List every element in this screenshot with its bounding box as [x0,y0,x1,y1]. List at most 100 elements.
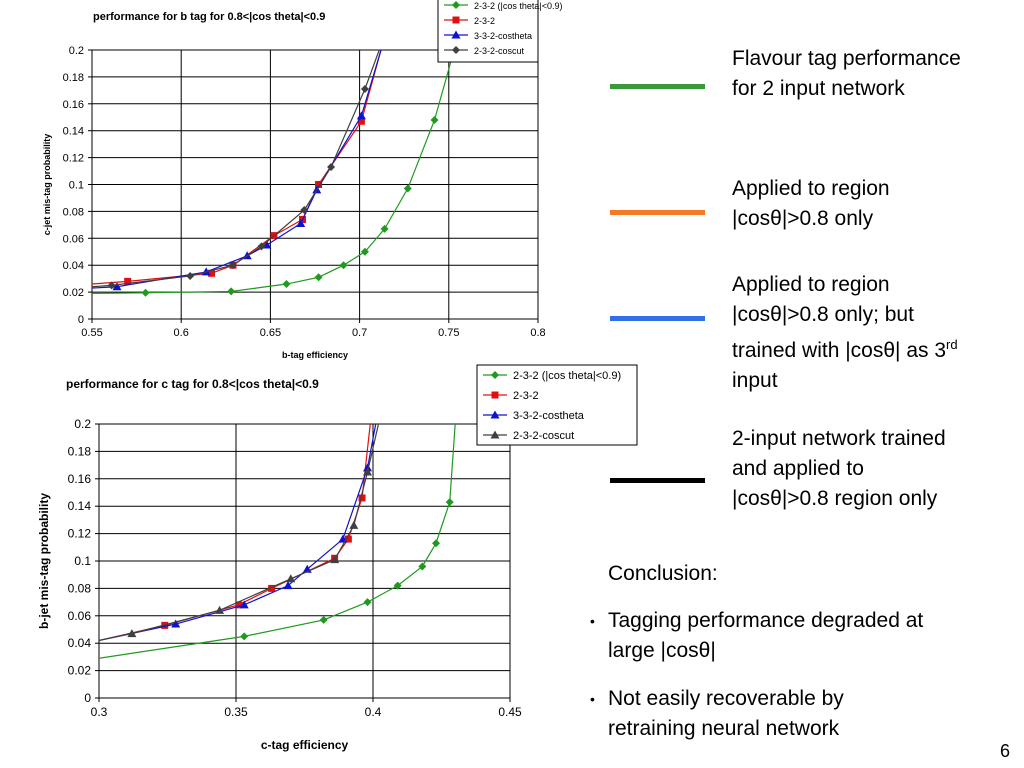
x-tick-label: 0.8 [530,327,545,339]
data-point [360,247,369,256]
data-point [344,535,352,543]
series-group [92,49,382,291]
bullet-text: Not easily recoverable by retraining neu… [608,687,844,740]
data-point [349,520,359,529]
y-tick-label: 0.12 [63,153,84,165]
data-point [286,574,296,583]
data-point [300,206,309,215]
key-text-1: Flavour tag performance for 2 input netw… [732,47,961,100]
y-tick-label: 0.14 [63,126,84,138]
data-point [330,555,340,564]
data-point [327,163,336,172]
data-point [127,629,137,638]
y-tick-label: 0.08 [68,581,92,595]
legend-marker [451,30,461,39]
legend-marker [452,16,460,24]
data-point [282,280,291,289]
data-point [360,85,369,94]
data-point [339,261,348,270]
data-point [356,111,366,120]
legend-label: 2-3-2 (|cos theta|<0.9) [474,1,562,11]
legend-label: 2-3-2 (|cos theta|<0.9) [513,370,621,382]
series-group [92,49,382,285]
data-point [358,494,366,502]
series-line [92,49,382,289]
blue-key-line [610,316,705,321]
data-point [432,539,441,548]
data-point [240,632,249,641]
data-point [363,463,373,472]
c-tag-chart: performance for c tag for 0.8<|cos theta… [37,364,638,752]
y-tick-label: 0 [84,691,91,705]
legend-marker [490,430,500,439]
bullet-text: Tagging performance degraded at large |c… [608,609,924,662]
conclusion-heading: Conclusion: [608,562,718,585]
page-number: 6 [999,741,1010,761]
legend-label: 2-3-2 [474,16,495,26]
series-line [92,49,455,295]
bullet-dot: • [590,691,595,707]
y-tick-label: 0.14 [68,499,92,513]
y-axis-title: c-jet mis-tag probability [42,134,52,236]
y-tick-label: 0.06 [68,609,92,623]
chart-title: performance for c tag for 0.8<|cos theta… [66,377,319,391]
plot-frame [91,49,539,320]
y-tick-label: 0.18 [63,72,84,84]
series-line [92,49,380,288]
legend-label: 2-3-2-coscut [513,430,574,442]
series-group [99,423,380,642]
x-tick-label: 0.55 [81,327,102,339]
y-tick-label: 0.16 [68,472,92,486]
legend-marker [452,1,460,9]
legend-label: 2-3-2-coscut [474,46,525,56]
y-tick-label: 0.16 [63,99,84,111]
data-point [319,615,328,624]
data-point [228,261,237,270]
x-tick-label: 0.4 [365,705,382,719]
series-line [99,423,377,642]
x-tick-label: 0.3 [91,705,108,719]
data-point [208,269,216,277]
data-point [430,115,439,124]
data-point [227,287,236,296]
chart-title: performance for b tag for 0.8<|cos theta… [93,11,325,23]
data-point [315,181,323,188]
x-tick-label: 0.75 [438,327,459,339]
legend-marker [452,46,460,54]
data-point [141,288,150,297]
data-point [357,117,365,125]
x-axis-title: c-tag efficiency [261,738,349,752]
y-axis-title: b-jet mis-tag probability [37,493,51,629]
data-point [107,281,116,290]
legend-box [476,364,638,446]
y-tick-label: 0.18 [68,444,92,458]
y-tick-label: 0.06 [63,233,84,245]
y-tick-label: 0.1 [74,554,91,568]
data-point [124,277,132,285]
legend-marker [490,410,500,419]
key-text-4: 2-input network trained and applied to |… [732,427,946,510]
y-tick-label: 0.04 [68,636,92,650]
plot-frame [98,423,511,699]
data-point [403,184,412,193]
data-point [380,224,389,233]
data-point [283,581,293,590]
data-point [171,619,181,628]
orange-key-line [610,210,705,215]
black-key-line [610,478,705,483]
series-line [99,423,456,659]
y-tick-label: 0.1 [69,180,84,192]
x-tick-label: 0.6 [174,327,189,339]
y-tick-label: 0.2 [74,417,91,431]
data-point [268,584,276,592]
data-point [186,271,195,280]
y-tick-label: 0.02 [63,287,84,299]
key-text-3: Applied to region |cosθ|>0.8 only; but t… [732,273,958,392]
data-point [363,598,372,607]
data-point [363,467,373,476]
series-group [99,423,456,659]
y-tick-label: 0.2 [69,45,84,57]
legend-marker [491,391,499,399]
legend-label: 2-3-2 [513,390,539,402]
